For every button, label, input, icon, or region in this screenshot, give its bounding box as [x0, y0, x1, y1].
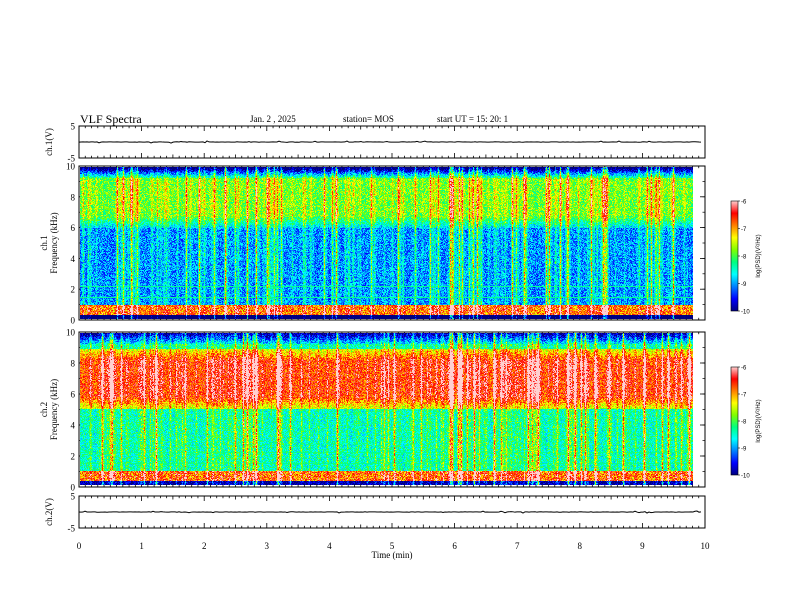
colorbar-tick-label: -10: [741, 474, 750, 480]
colorbar: [730, 366, 739, 476]
spectrogram-ch1-image: [80, 167, 693, 319]
waveform-trace: [78, 510, 702, 514]
y-tick-label: 6: [71, 223, 76, 233]
y-tick-label: 6: [71, 390, 76, 400]
y-tick-label: 10: [66, 162, 76, 172]
chart-title: VLF Spectra: [80, 112, 142, 126]
colorbar-tick-label: -8: [741, 420, 747, 426]
x-axis-label: Time (min): [372, 550, 413, 560]
colorbar-tick-label: -6: [741, 200, 747, 206]
y-tick-label: 8: [71, 359, 76, 369]
y-tick-label: 5: [71, 492, 76, 502]
y-axis-label: ch.1(V): [44, 128, 54, 156]
x-tick-label: 4: [327, 541, 332, 551]
y-axis-label: Frequency (kHz): [49, 212, 59, 273]
x-tick-label: 3: [265, 541, 270, 551]
waveform-traces: [78, 140, 702, 514]
x-tick-label: 8: [578, 541, 583, 551]
spectrogram-ch2-image: [80, 333, 693, 485]
x-tick-label: 10: [701, 541, 711, 551]
colorbars: -6 -7 -8 -9 -10 log(PSD)(V²/Hz) -6 -7 -8 -9 -10 log…: [730, 200, 762, 480]
y-tick-label: 5: [71, 122, 76, 132]
y-tick-label: 2: [71, 452, 76, 462]
y-tick-label: -5: [68, 524, 76, 534]
colorbar-tick-label: -9: [741, 282, 747, 288]
x-tick-label: 7: [515, 541, 520, 551]
y-tick-label: 8: [71, 192, 76, 202]
date-label: Jan. 2 , 2025: [250, 114, 296, 124]
y-axis-label: ch.1: [39, 235, 49, 250]
x-tick-label: 9: [640, 541, 645, 551]
y-tick-label: 0: [71, 316, 76, 326]
y-tick-label: -5: [68, 154, 76, 164]
colorbar-label: log(PSD)(V²/Hz): [756, 399, 762, 442]
y-axis-label: ch.2: [39, 402, 49, 417]
colorbar-tick-label: -7: [741, 227, 747, 233]
x-tick-label: 0: [77, 541, 82, 551]
x-tick-label: 6: [452, 541, 457, 551]
y-axis-label: Frequency (kHz): [49, 379, 59, 440]
colorbar: [730, 200, 739, 312]
y-tick-label: 4: [71, 254, 76, 264]
station-label: station= MOS: [343, 114, 394, 124]
y-tick-label: 4: [71, 421, 76, 431]
colorbar-tick-label: -7: [741, 393, 747, 399]
y-tick-label: 2: [71, 285, 76, 295]
x-tick-label: 1: [139, 541, 144, 551]
colorbar-label: log(PSD)(V²/Hz): [756, 234, 762, 277]
x-tick-label: 5: [390, 541, 395, 551]
waveform-trace: [78, 140, 702, 144]
colorbar-tick-label: -10: [741, 310, 750, 316]
x-tick-label: 2: [202, 541, 207, 551]
y-axis-label: ch.2(V): [44, 498, 54, 526]
colorbar-tick-label: -6: [741, 366, 747, 372]
colorbar-tick-label: -8: [741, 255, 747, 261]
y-tick-label: 10: [66, 328, 76, 338]
start-time-label: start UT = 15: 20: 1: [437, 114, 509, 124]
y-tick-label: 0: [71, 483, 76, 493]
colorbar-tick-label: -9: [741, 447, 747, 453]
